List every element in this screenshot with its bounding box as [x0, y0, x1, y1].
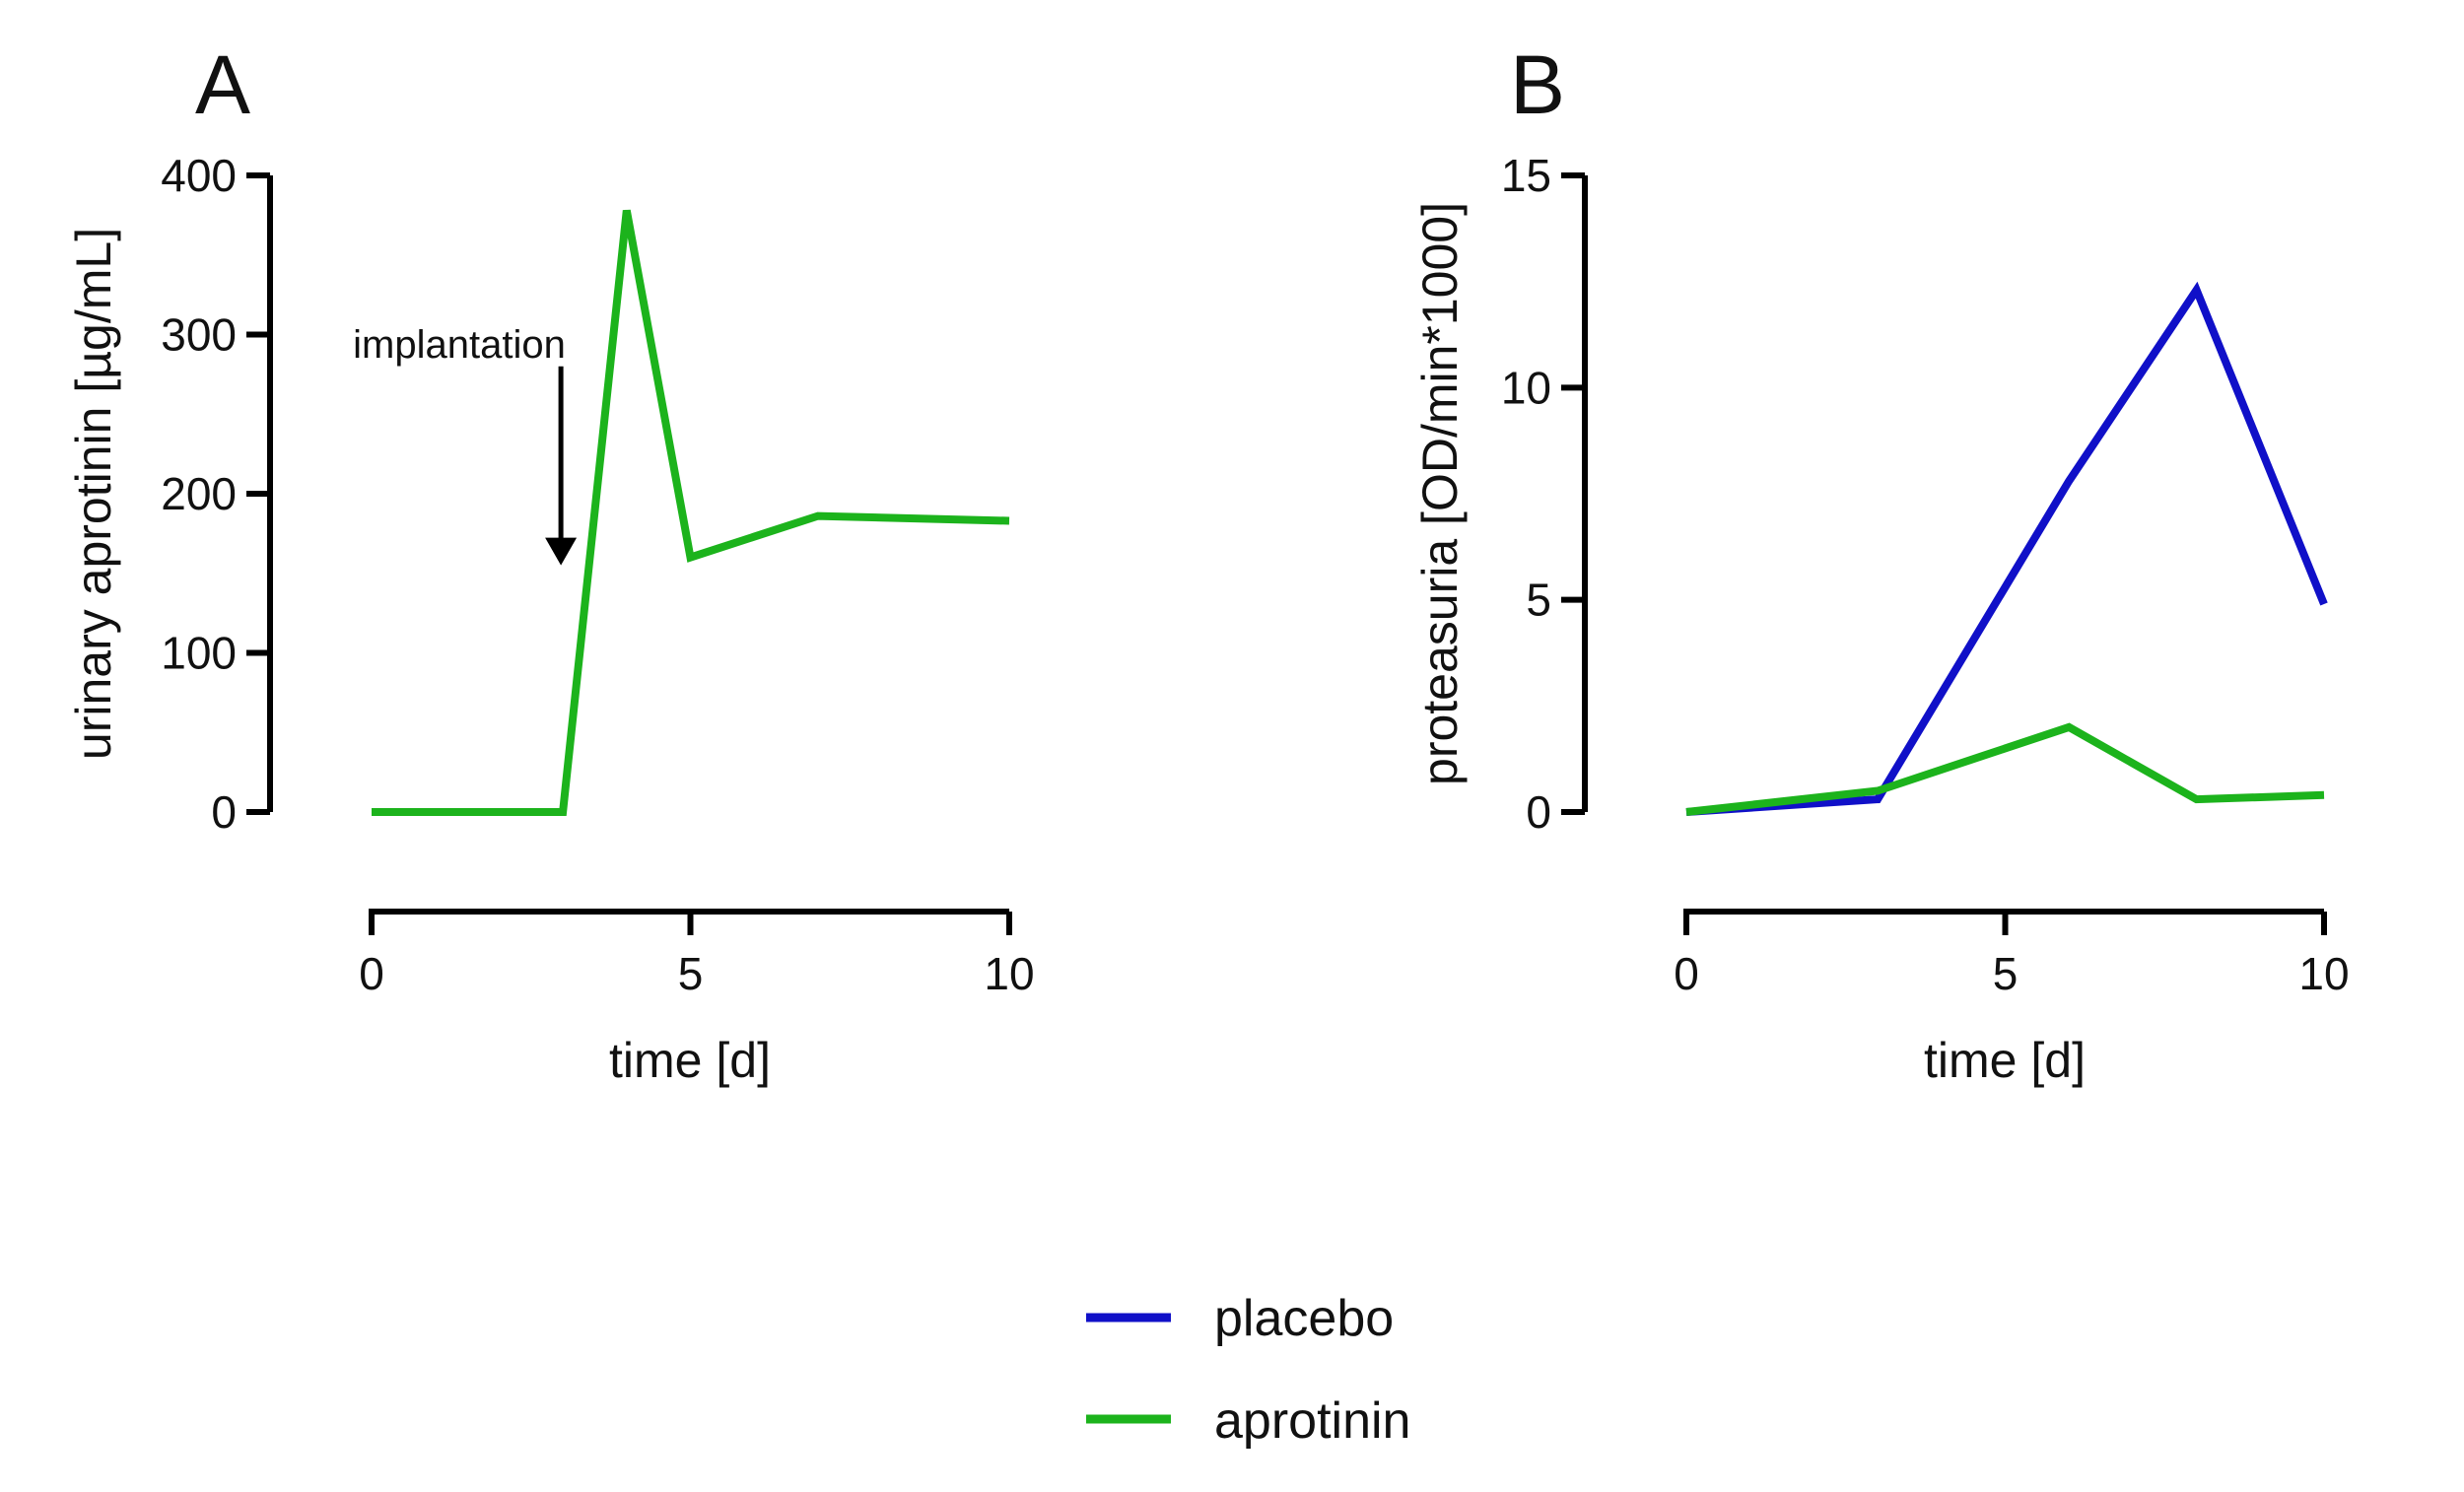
panel-a-series: [372, 209, 1010, 816]
y-tick-label: 15: [1501, 150, 1551, 201]
panel-a-y-axis-title: urinary aprotinin [µg/mL]: [66, 228, 121, 760]
y-tick-label: 5: [1526, 575, 1551, 626]
implantation-annotation: implantation: [353, 323, 578, 566]
panel-b-x-ticks: 0 5 10: [1674, 912, 2350, 999]
x-tick-label: 10: [984, 948, 1034, 999]
panel-a-x-ticks: 0 5 10: [359, 912, 1035, 999]
y-tick-label: 10: [1501, 362, 1551, 413]
y-tick-label: 0: [211, 786, 237, 838]
x-tick-label: 10: [2298, 948, 2349, 999]
y-tick-label: 200: [161, 468, 237, 519]
panel-b-series: [1685, 281, 2328, 816]
implantation-label: implantation: [353, 323, 566, 367]
x-tick-label: 5: [678, 948, 704, 999]
y-tick-label: 0: [1526, 786, 1551, 838]
y-tick-label: 300: [161, 309, 237, 361]
x-tick-label: 5: [1993, 948, 2019, 999]
y-tick-label: 100: [161, 628, 237, 679]
panel-a-x-axis-title: time [d]: [609, 1033, 771, 1088]
series-line-aprotinin: [372, 209, 1010, 816]
legend-label-placebo: placebo: [1214, 1290, 1394, 1347]
series-line-aprotinin: [1685, 722, 2325, 816]
x-tick-label: 0: [1674, 948, 1699, 999]
panel-a: A 0 100 200 300 400 0 5 10 urinary aprotinin […: [66, 38, 1035, 1088]
panel-letter-b: B: [1510, 38, 1565, 131]
legend: placebo aprotinin: [1086, 1290, 1410, 1450]
panel-letter-a: A: [195, 38, 250, 131]
series-line-placebo: [1685, 281, 2328, 816]
panel-b-x-axis-title: time [d]: [1924, 1033, 2086, 1088]
x-tick-label: 0: [359, 948, 384, 999]
y-tick-label: 400: [161, 150, 237, 201]
panel-b-y-ticks: 0 5 10 15: [1501, 150, 1585, 838]
panel-a-y-ticks: 0 100 200 300 400: [161, 150, 270, 838]
panel-b-y-axis-title: proteasuria [OD/min*1000]: [1412, 202, 1468, 785]
implantation-arrow-head: [545, 537, 578, 566]
legend-label-aprotinin: aprotinin: [1214, 1392, 1410, 1450]
